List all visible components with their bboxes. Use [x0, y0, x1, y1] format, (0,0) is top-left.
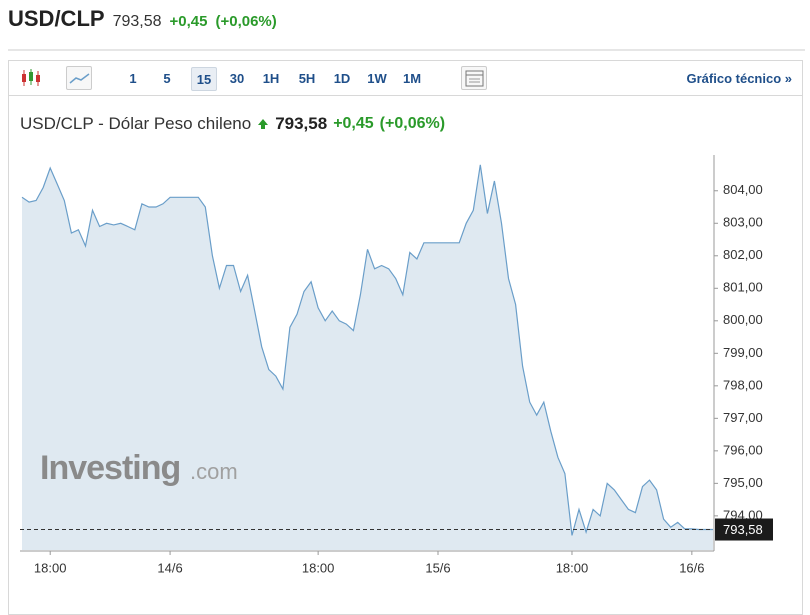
chart-panel	[8, 96, 803, 615]
title-change-pct: (+0,06%)	[379, 115, 446, 132]
technical-chart-link[interactable]: Gráfico técnico »	[686, 71, 792, 86]
header: USD/CLP 793,58 +0,45 (+0,06%)	[8, 6, 277, 32]
chart-title: USD/CLP - Dólar Peso chileno 793,58 +0,4…	[20, 114, 445, 134]
interval-button[interactable]: 15	[191, 67, 217, 91]
change: +0,45	[169, 13, 208, 30]
interval-button[interactable]: 5	[163, 71, 171, 86]
layout-icon[interactable]	[461, 66, 487, 90]
interval-button[interactable]: 1W	[367, 71, 387, 86]
toolbar: Gráfico técnico » 1 5 15 30 1H 5H 1D 1W 1M	[8, 60, 803, 96]
candle-icon[interactable]	[17, 66, 43, 90]
price: 793,58	[112, 13, 162, 30]
interval-button[interactable]: 1M	[402, 71, 422, 86]
title-price: 793,58	[275, 114, 328, 133]
interval-button[interactable]: 1	[129, 71, 137, 86]
title-change: +0,45	[333, 115, 374, 132]
change-pct: (+0,06%)	[215, 13, 277, 30]
interval-button[interactable]: 1H	[262, 71, 280, 86]
title: USD/CLP - Dólar Peso chileno	[20, 114, 252, 133]
up-arrow	[258, 119, 269, 129]
separator	[8, 49, 805, 51]
line-icon[interactable]	[66, 66, 92, 90]
symbol: USD/CLP	[8, 6, 105, 31]
interval-button[interactable]: 30	[229, 71, 245, 86]
interval-button[interactable]: 5H	[298, 71, 316, 86]
interval-button[interactable]: 1D	[333, 71, 351, 86]
